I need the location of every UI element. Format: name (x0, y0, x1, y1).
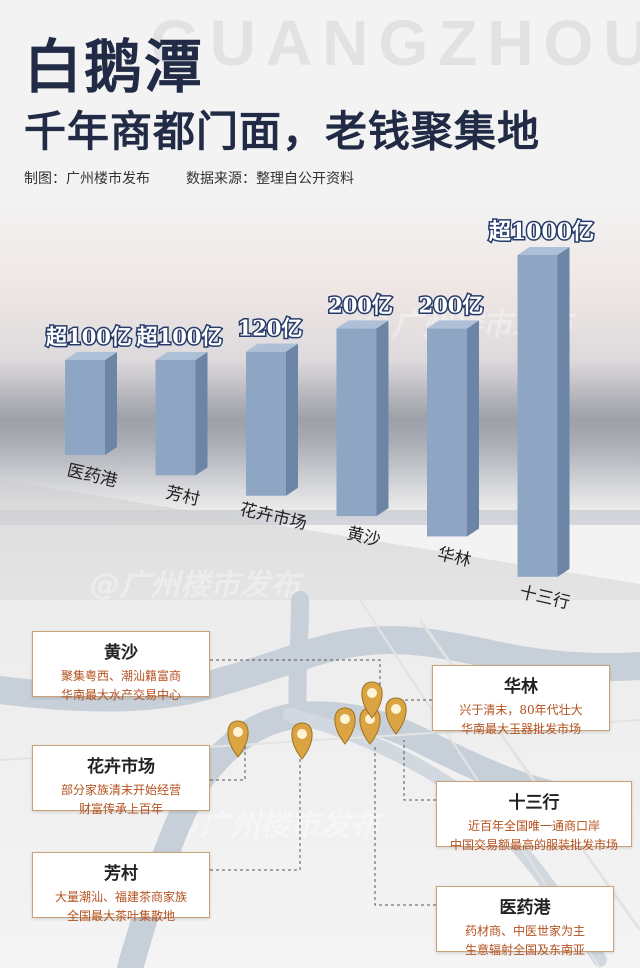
bar-side (286, 343, 298, 496)
card-line: 财富传承上百年 (78, 802, 163, 816)
bar-2 (155, 352, 208, 476)
background-word: GUANGZHOU (150, 7, 640, 79)
leader-lines (210, 659, 436, 906)
location-pin-icon (291, 722, 313, 760)
value-label: 200亿 (419, 292, 484, 317)
card-huahui: 花卉市场 部分家族清末开始经营 财富传承上百年 (32, 745, 210, 816)
category-label: 花卉市场 (238, 499, 309, 534)
credit-source: 数据来源：整理自公开资料 (186, 171, 354, 187)
leader-yiyaogang (374, 745, 436, 906)
bar-front (517, 255, 558, 577)
card-title: 黄沙 (104, 643, 138, 663)
page-subtitle: 千年商都门面，老钱聚集地 (24, 107, 541, 156)
credit-author: 制图：广州楼市发布 (24, 171, 150, 187)
bar-top (155, 352, 208, 360)
bar-front (427, 328, 467, 537)
bar-top (336, 320, 389, 329)
bar-1 (65, 352, 117, 455)
location-pin-icon (227, 720, 249, 758)
bars-group (65, 247, 570, 577)
card-hualin: 华林 兴于清末，80年代壮大 华南最大玉器批发市场 (432, 665, 610, 736)
location-pin-icon (334, 707, 356, 745)
card-line: 近百年全国唯一通商口岸 (467, 819, 600, 833)
bar-top (65, 352, 117, 360)
card-line: 药材商、中医世家为主 (464, 924, 585, 938)
bar-side (105, 352, 117, 455)
bar-4 (336, 320, 389, 517)
value-label: 超100亿 (46, 324, 132, 349)
bar-top (517, 247, 570, 255)
river-channel (288, 591, 309, 724)
category-label: 医药港 (65, 461, 119, 492)
card-line: 华南最大水产交易中心 (60, 688, 181, 702)
card-yiyaogang: 医药港 药材商、中医世家为主 生意辐射全国及东南亚 (436, 886, 614, 957)
bar-5 (427, 320, 479, 537)
card-huangsha: 黄沙 聚集粤西、潮汕籍富商 华南最大水产交易中心 (32, 631, 210, 702)
bar-3 (246, 343, 298, 496)
category-label: 华林 (435, 544, 473, 571)
location-pin-icon (385, 697, 407, 735)
card-title: 医药港 (499, 898, 551, 918)
bar-side (557, 247, 570, 577)
location-pin-icon (361, 681, 383, 719)
card-fangcun: 芳村 大量潮汕、福建茶商家族 全国最大茶叶集散地 (32, 852, 210, 923)
watermark: @广州楼市发布 (90, 568, 300, 603)
location-pin-icon (359, 707, 381, 745)
map-pins (227, 681, 407, 760)
card-line: 大量潮汕、福建茶商家族 (54, 890, 187, 904)
card-line: 部分家族清末开始经营 (60, 783, 181, 797)
bar-side (195, 352, 208, 476)
bar-top (246, 343, 298, 352)
card-line: 聚集粤西、潮汕籍富商 (60, 669, 181, 683)
card-line: 华南最大玉器批发市场 (460, 722, 581, 736)
value-label: 超1000亿 (489, 219, 594, 245)
value-label: 超100亿 (137, 324, 223, 349)
leader-fangcun (210, 750, 301, 871)
leader-huangsha (210, 659, 381, 690)
page-title: 白鹅潭 (24, 33, 205, 101)
bar-front (246, 351, 286, 496)
bar-side (467, 320, 479, 537)
bar-front (65, 360, 105, 455)
leader-hualin (403, 699, 432, 712)
value-label: 200亿 (328, 292, 393, 317)
bar-front (336, 328, 377, 517)
card-line: 中国交易额最高的服装批发市场 (449, 838, 618, 852)
category-label: 十三行 (518, 582, 572, 613)
bar-side (376, 320, 389, 517)
category-label: 黄沙 (345, 524, 383, 551)
card-title: 芳村 (104, 864, 138, 884)
card-title: 花卉市场 (87, 757, 155, 777)
value-label: 120亿 (238, 316, 303, 341)
card-shisanhang: 十三行 近百年全国唯一通商口岸 中国交易额最高的服装批发市场 (436, 781, 632, 852)
card-line: 兴于清末，80年代壮大 (459, 703, 583, 717)
watermark: @广州楼市发布 (170, 808, 380, 843)
card-line: 全国最大茶叶集散地 (66, 909, 175, 923)
card-line: 生意辐射全国及东南亚 (464, 943, 585, 957)
category-label: 芳村 (164, 483, 202, 510)
card-title: 十三行 (508, 793, 560, 813)
bar-top (427, 320, 479, 329)
bar-front (155, 360, 196, 476)
card-title: 华林 (504, 677, 538, 697)
bar-6 (517, 247, 570, 577)
leader-shisanhang (403, 740, 436, 801)
